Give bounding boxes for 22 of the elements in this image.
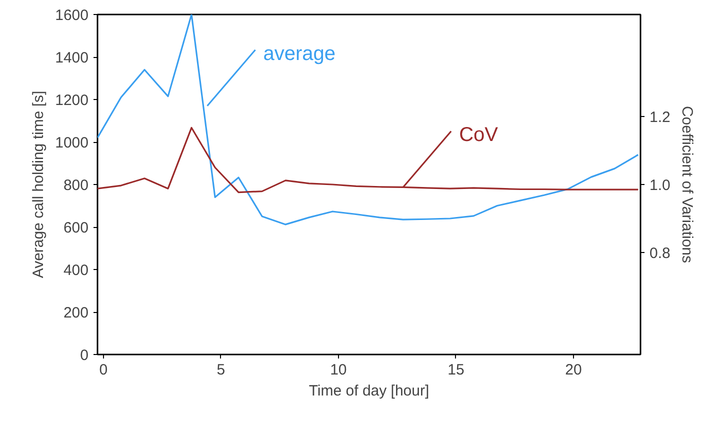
y-tick-label: 200 bbox=[63, 304, 89, 322]
text: average bbox=[263, 42, 336, 65]
y-axis-title: Average call holding time [s] bbox=[30, 90, 48, 278]
y-tick-label: 1200 bbox=[55, 92, 89, 109]
y2-tick-label: 1.0 bbox=[650, 177, 670, 194]
text: CoV bbox=[459, 124, 499, 146]
y-tick-label: 1000 bbox=[55, 134, 89, 152]
x-tick-label: 0 bbox=[99, 362, 108, 378]
y2-tick-label: 0.8 bbox=[650, 245, 670, 262]
y-tick-label: 400 bbox=[63, 262, 89, 279]
y-tick-label: 600 bbox=[63, 220, 89, 236]
y-tick-label: 1400 bbox=[55, 50, 89, 66]
y2-tick-label: 1.2 bbox=[650, 109, 670, 126]
y2-axis-title: Coefficient of Variations bbox=[678, 106, 696, 264]
y-tick-label: 1600 bbox=[55, 7, 89, 24]
x-axis-title: Time of day [hour] bbox=[308, 382, 430, 400]
x-tick-label: 15 bbox=[448, 362, 464, 378]
y-tick-label: 800 bbox=[63, 177, 89, 194]
x-tick-label: 5 bbox=[216, 362, 226, 378]
x-tick-label: 20 bbox=[565, 362, 582, 378]
x-tick-label: 10 bbox=[330, 362, 347, 378]
y-tick-label: 0 bbox=[80, 347, 88, 364]
